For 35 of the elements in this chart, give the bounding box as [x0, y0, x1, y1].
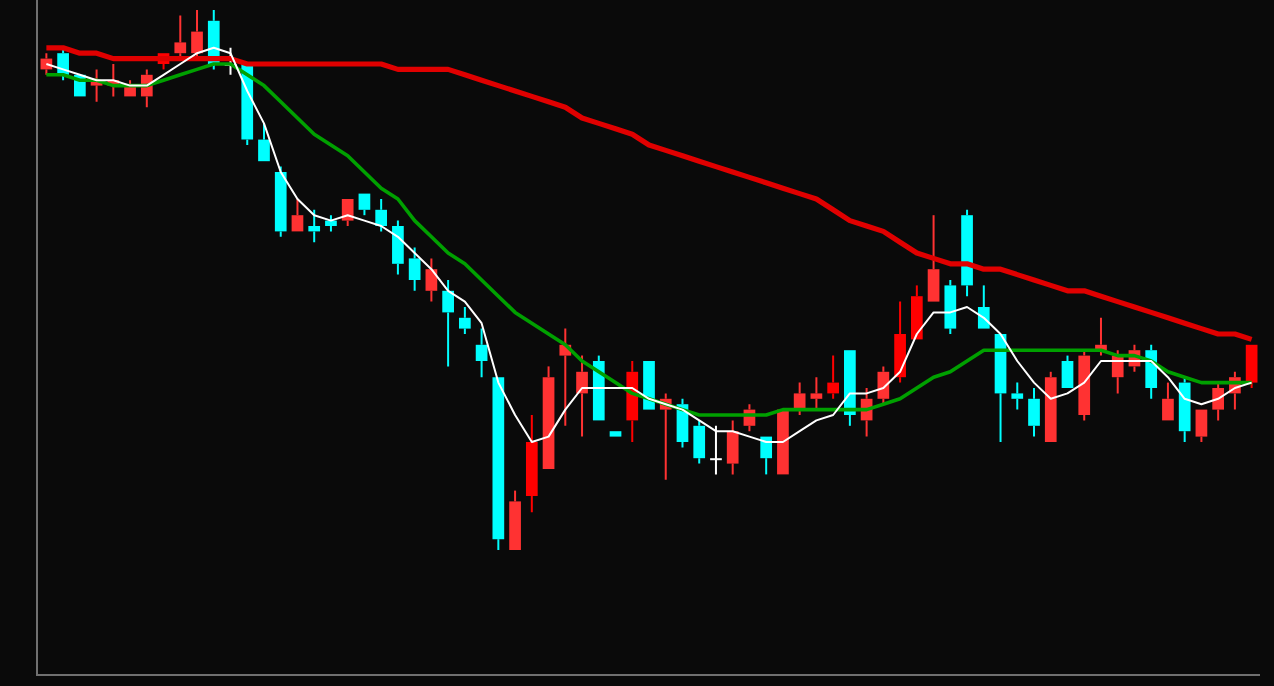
candlestick — [961, 208, 973, 298]
candlestick — [726, 419, 739, 476]
candlestick — [1061, 354, 1074, 388]
candlestick — [191, 9, 203, 60]
candlestick — [844, 350, 856, 427]
candlestick — [509, 489, 521, 550]
candlestick — [341, 199, 354, 227]
candlestick — [1044, 370, 1057, 442]
candlestick — [525, 414, 538, 514]
candlestick — [576, 354, 588, 438]
candlestick — [827, 354, 839, 400]
candlestick — [492, 377, 505, 551]
candlestick — [944, 279, 957, 335]
candlestick — [1162, 381, 1174, 421]
candlestick — [542, 365, 555, 469]
candlestick — [810, 376, 823, 411]
candlestick — [1195, 409, 1208, 443]
candlestick — [927, 214, 940, 302]
candlestick — [1178, 376, 1191, 443]
candlestick — [308, 208, 321, 244]
candlestick — [174, 14, 187, 60]
candlestick — [475, 327, 488, 379]
candlestick — [693, 419, 706, 465]
candlestick — [592, 354, 605, 421]
candlestick — [291, 198, 304, 232]
candlestick — [375, 198, 388, 233]
candlestick — [442, 279, 454, 368]
candlestick — [910, 284, 923, 340]
candlestick — [358, 193, 371, 217]
candlestick — [894, 300, 906, 384]
candlestick — [1028, 387, 1040, 438]
candlestick — [408, 246, 421, 292]
candlestick — [392, 219, 404, 276]
candlestick — [459, 306, 471, 335]
candlestick — [1011, 381, 1024, 411]
